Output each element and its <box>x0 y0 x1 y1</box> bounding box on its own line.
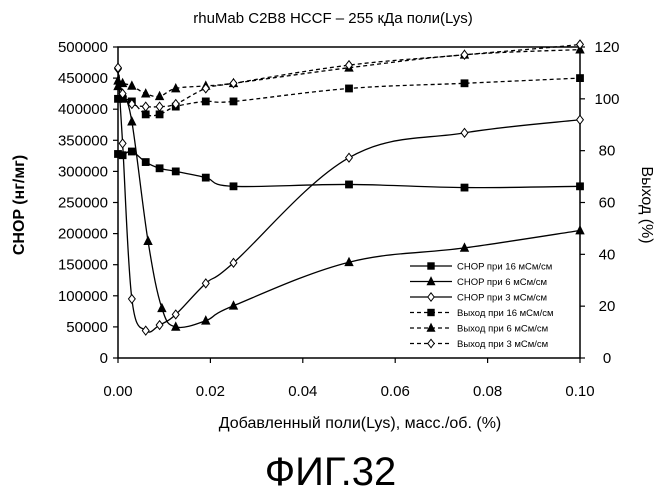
data-point <box>156 111 163 118</box>
series-line <box>118 78 580 116</box>
figure-caption: ФИГ.32 <box>0 450 661 495</box>
legend-label: Выход при 6 мСм/см <box>457 324 548 335</box>
right-tick-label: 0 <box>603 350 611 367</box>
x-tick-label: 0.08 <box>473 383 502 400</box>
left-tick-label: 450000 <box>58 70 108 87</box>
x-tick-label: 0.04 <box>288 383 317 400</box>
x-axis: 0.00 0.02 0.04 0.06 0.08 0.10 <box>103 358 594 400</box>
x-axis-label: Добавленный поли(Lys), масс./об. (%) <box>219 415 502 432</box>
right-tick-label: 40 <box>599 246 616 263</box>
right-tick-label: 80 <box>599 143 616 160</box>
data-point <box>577 75 584 82</box>
left-axis: 0 50000 100000 150000 200000 250000 300000 3500… <box>58 39 118 367</box>
left-tick-label: 400000 <box>58 101 108 118</box>
x-tick-label: 0.10 <box>565 383 594 400</box>
data-point <box>346 181 353 188</box>
right-tick-label: 60 <box>599 195 616 212</box>
data-point <box>202 98 209 105</box>
data-point <box>156 165 163 172</box>
data-point <box>577 183 584 190</box>
data-point <box>230 258 237 267</box>
data-point <box>202 174 209 181</box>
data-point <box>156 102 163 111</box>
right-tick-label: 120 <box>594 39 619 56</box>
data-point <box>230 98 237 105</box>
x-tick-label: 0.06 <box>381 383 410 400</box>
series-4 <box>115 75 584 118</box>
data-point <box>172 168 179 175</box>
left-tick-label: 350000 <box>58 132 108 149</box>
data-point <box>346 153 353 162</box>
data-point <box>142 326 149 335</box>
data-point <box>142 111 149 118</box>
data-point <box>128 148 135 155</box>
left-tick-label: 0 <box>100 350 108 367</box>
data-point <box>158 304 166 312</box>
left-tick-label: 100000 <box>58 288 108 305</box>
legend-label: CHOP при 6 мСм/см <box>457 277 547 288</box>
data-point <box>119 139 126 148</box>
left-tick-label: 300000 <box>58 163 108 180</box>
x-tick-label: 0.00 <box>103 383 132 400</box>
data-point <box>156 92 164 100</box>
legend-label: CHOP при 16 мСм/см <box>457 262 552 273</box>
series-line <box>118 44 580 107</box>
legend-label: Выход при 16 мСм/см <box>457 308 554 319</box>
y-axis-label-right: Выход (%) <box>638 166 655 243</box>
right-axis: 0 20 40 60 80 100 120 <box>580 39 620 367</box>
data-point <box>128 81 136 89</box>
left-tick-label: 200000 <box>58 226 108 243</box>
legend-marker <box>428 309 434 315</box>
right-tick-label: 20 <box>599 298 616 315</box>
data-point <box>576 226 584 234</box>
data-point <box>461 80 468 87</box>
chart-title: rhuMab C2B8 HCCF – 255 кДа поли(Lys) <box>193 10 473 27</box>
series-6 <box>115 40 584 111</box>
x-tick-label: 0.02 <box>196 383 225 400</box>
left-tick-label: 50000 <box>66 319 108 336</box>
legend-label: CHOP при 3 мСм/см <box>457 293 547 304</box>
data-point <box>128 295 135 304</box>
data-point <box>128 117 136 125</box>
legend: CHOP при 16 мСм/см CHOP при 6 мСм/см CHOP … <box>404 256 578 352</box>
left-tick-label: 250000 <box>58 195 108 212</box>
data-point <box>461 184 468 191</box>
legend-label: Выход при 3 мСм/см <box>457 339 548 350</box>
chart: rhuMab C2B8 HCCF – 255 кДа поли(Lys) 0 50… <box>0 0 661 450</box>
data-point <box>577 115 584 124</box>
legend-marker <box>428 263 434 269</box>
data-point <box>461 128 468 137</box>
data-point <box>142 159 149 166</box>
data-point <box>144 237 152 245</box>
left-tick-label: 500000 <box>58 39 108 56</box>
right-tick-label: 100 <box>594 91 619 108</box>
data-point <box>156 321 163 330</box>
left-tick-label: 150000 <box>58 257 108 274</box>
data-point <box>346 85 353 92</box>
data-point <box>230 183 237 190</box>
y-axis-label-left: CHOP (нг/мг) <box>11 155 28 255</box>
data-point <box>142 102 149 111</box>
